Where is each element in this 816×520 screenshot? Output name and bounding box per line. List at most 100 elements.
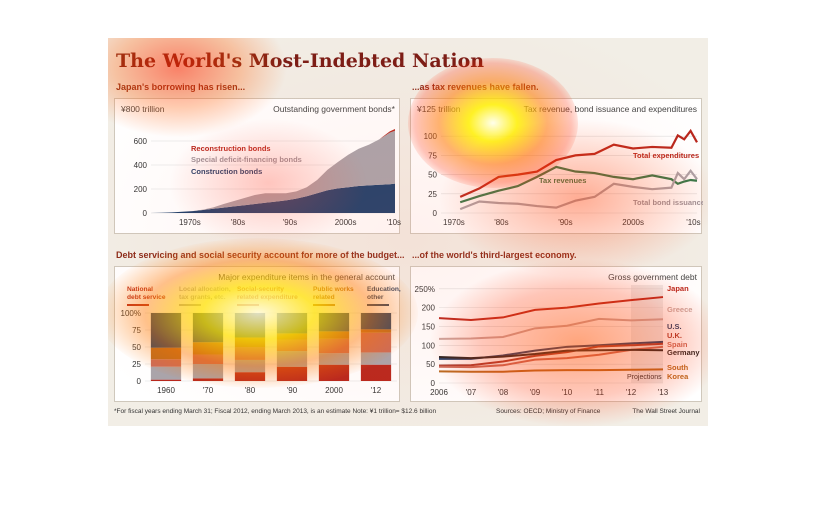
gross-debt-ytick-label: 50 xyxy=(426,360,435,369)
gross-debt-ytick-label: 250% xyxy=(415,285,435,294)
budget-legend-total-expenditures: Total expenditures xyxy=(633,151,699,160)
expenditure-bar-local-allocation-tax-grants-etc xyxy=(360,352,392,365)
expenditure-bar-social-security-related-expenditure xyxy=(234,347,266,360)
expenditure-ytick-label: 25 xyxy=(132,360,141,369)
budget-xtick-label: 2000s xyxy=(622,218,644,227)
budget-ytick-label: 50 xyxy=(428,171,437,180)
expenditure-bar-education-other xyxy=(360,313,392,330)
gross-debt-line-japan xyxy=(438,296,664,322)
gross-debt-xtick-label: '10 xyxy=(562,388,573,397)
budget-chart: 0 25 50 75 100 1970s '80s '90s 2000s '10s Total ex… xyxy=(424,128,703,227)
budget-ytick-label: 0 xyxy=(433,209,438,218)
expenditure-ytick-label: 100% xyxy=(121,309,141,318)
expenditure-bar-public-works-related xyxy=(234,337,266,347)
expenditure-legend-public-works-related: Public works related xyxy=(313,286,354,301)
expenditure-bar-national-debt-service xyxy=(276,366,308,381)
budget-legend-total-bond-issuance: Total bond issuance xyxy=(633,198,703,207)
gross-debt-subtitle: ...of the world's third-largest economy. xyxy=(412,250,577,260)
gross-debt-legend-germany: Germany xyxy=(667,348,700,357)
budget-xtick-label: '90s xyxy=(558,218,572,227)
expenditure-bar-public-works-related xyxy=(318,331,350,339)
expenditure-xtick-label: 1960 xyxy=(157,386,175,395)
expenditure-bar-education-other xyxy=(192,313,224,343)
expenditure-bar-social-security-related-expenditure xyxy=(318,338,350,354)
budget-xtick-label: '10s xyxy=(686,218,700,227)
budget-panel: ¥125 trillion Tax revenue, bond issuance… xyxy=(410,98,703,234)
budget-ytick-label: 25 xyxy=(428,190,437,199)
budget-line-total-bond-issuance xyxy=(459,168,698,211)
bonds-xtick-label: '80s xyxy=(231,218,245,227)
expenditure-bar-local-allocation-tax-grants-etc xyxy=(150,366,182,380)
publisher: The Wall Street Journal xyxy=(632,408,700,415)
expenditure-bar-education-other xyxy=(318,313,350,332)
expenditure-bar-national-debt-service xyxy=(318,364,350,381)
expenditure-bar-local-allocation-tax-grants-etc xyxy=(234,359,266,373)
expenditure-legend-swatch xyxy=(127,304,149,306)
budget-xtick-label: '80s xyxy=(494,218,508,227)
expenditure-ytick-label: 75 xyxy=(132,326,141,335)
budget-line-tax-revenues xyxy=(459,165,698,204)
expenditure-xtick-label: '12 xyxy=(371,386,382,395)
expenditure-bar-education-other xyxy=(276,313,308,334)
bonds-ytick-label: 600 xyxy=(134,137,148,146)
gross-debt-legend-u-k: U.K. xyxy=(667,331,682,340)
gross-debt-line-greece xyxy=(438,317,664,340)
gross-debt-legend-japan: Japan xyxy=(667,284,689,293)
gross-debt-xtick-label: '08 xyxy=(498,388,509,397)
budget-subtitle: ...as tax revenues have fallen. xyxy=(412,82,539,92)
expenditure-legend-swatch xyxy=(313,304,335,306)
gross-debt-projection-label: Projections xyxy=(627,374,662,381)
bonds-ytick-label: 0 xyxy=(143,209,148,218)
gross-debt-xtick-label: 2006 xyxy=(430,388,448,397)
sources: Sources: OECD; Ministry of Finance xyxy=(496,408,601,415)
gross-debt-xtick-label: '13 xyxy=(658,388,669,397)
bonds-xtick-label: '90s xyxy=(283,218,297,227)
expenditure-bar-national-debt-service xyxy=(150,379,182,381)
budget-ytick-label: 75 xyxy=(428,151,437,160)
bonds-panel-title: Outstanding government bonds* xyxy=(273,104,395,114)
bonds-legend-reconstruction-bonds: Reconstruction bonds xyxy=(191,144,271,153)
bonds-xtick-label: '10s xyxy=(387,218,401,227)
bonds-xtick-label: 1970s xyxy=(179,218,201,227)
gross-debt-xtick-label: '09 xyxy=(530,388,541,397)
budget-legend-tax-revenues: Tax revenues xyxy=(539,176,586,185)
budget-ytick-label: 100 xyxy=(424,132,438,141)
expenditure-bar-public-works-related xyxy=(192,342,224,355)
expenditure-legend-swatch xyxy=(237,304,259,306)
expenditure-bar-local-allocation-tax-grants-etc xyxy=(318,353,350,365)
expenditure-legend-swatch xyxy=(179,304,201,306)
expenditure-legend-national-debt-service: National debt service xyxy=(127,286,166,301)
bonds-area-special-deficit-financing-bonds xyxy=(151,130,395,213)
expenditure-bar-public-works-related xyxy=(276,333,308,340)
expenditure-bar-social-security-related-expenditure xyxy=(276,339,308,352)
bonds-subtitle: Japan's borrowing has risen... xyxy=(116,82,246,92)
expenditure-ytick-label: 0 xyxy=(137,377,142,386)
expenditure-xtick-label: '90 xyxy=(287,386,298,395)
gross-debt-xtick-label: '11 xyxy=(594,388,604,397)
infographic: The World's Most-Indebted Nation Japan's… xyxy=(108,38,708,426)
expenditure-panel: Major expenditure items in the general a… xyxy=(114,266,401,402)
expenditure-bar-public-works-related xyxy=(360,329,392,333)
gross-debt-xtick-label: '07 xyxy=(466,388,477,397)
expenditure-bar-national-debt-service xyxy=(192,378,224,381)
expenditure-ytick-label: 50 xyxy=(132,343,141,352)
expenditure-bar-local-allocation-tax-grants-etc xyxy=(276,351,308,367)
expenditure-bar-public-works-related xyxy=(150,347,182,360)
gross-debt-ytick-label: 0 xyxy=(431,379,436,388)
gross-debt-ytick-label: 100 xyxy=(422,341,436,350)
gross-debt-legend-greece: Greece xyxy=(667,305,692,314)
bonds-area-construction-bonds xyxy=(151,183,395,213)
bonds-panel: ¥800 trillion Outstanding government bon… xyxy=(114,98,401,234)
expenditure-xtick-label: '80 xyxy=(245,386,256,395)
figure-title: The World's Most-Indebted Nation xyxy=(116,50,485,72)
expenditure-legend-swatch xyxy=(367,304,389,306)
gross-debt-legend-u-s: U.S. xyxy=(667,322,682,331)
expenditure-bar-national-debt-service xyxy=(360,364,392,381)
expenditure-chart: 0 25 50 75 100% 1960 '70 '80 '90 2000 '12 National d… xyxy=(121,286,401,395)
bonds-ytick-label: 200 xyxy=(134,185,148,194)
expenditure-legend-education-other: Education, other xyxy=(367,286,401,301)
gross-debt-xtick-label: '12 xyxy=(626,388,637,397)
bonds-legend-special-deficit-financing-bonds: Special deficit-financing bonds xyxy=(191,155,302,164)
expenditure-bar-social-security-related-expenditure xyxy=(360,332,392,353)
bonds-xtick-label: 2000s xyxy=(335,218,357,227)
